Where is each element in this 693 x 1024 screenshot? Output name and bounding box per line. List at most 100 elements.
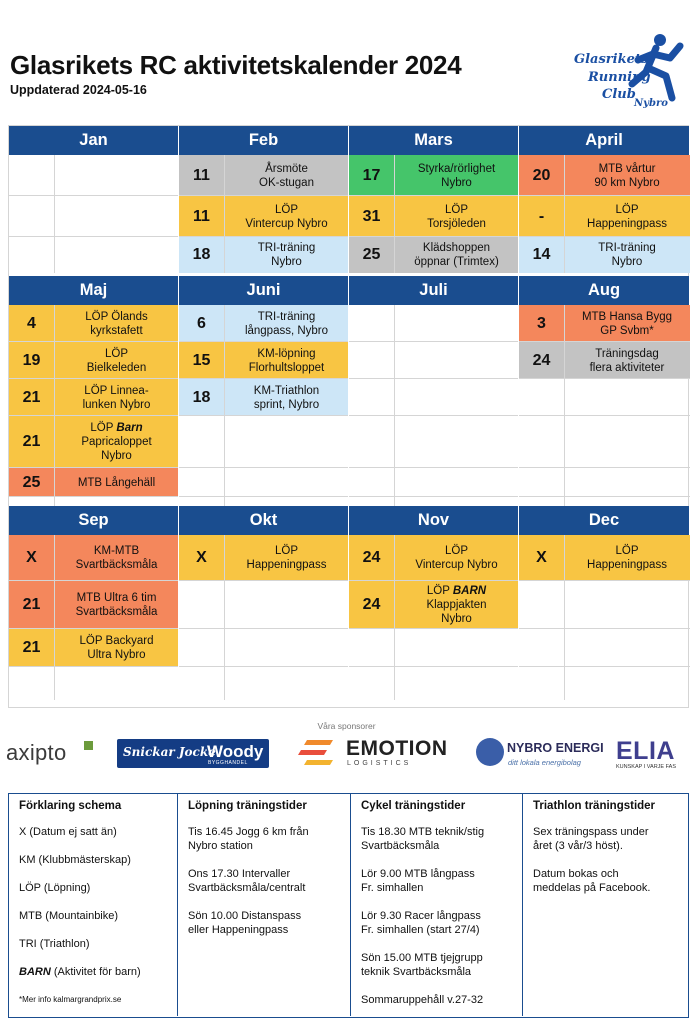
event-text-pre: LÖP	[426, 585, 453, 597]
month-header: April	[519, 126, 689, 155]
legend-item: Lör 9.00 MTB långpass Fr. simhallen	[361, 868, 475, 894]
legend-item: Tis 18.30 MTB teknik/stig Svartbäcksmåla	[361, 826, 485, 852]
grid-line	[9, 496, 690, 497]
event-day: 14	[519, 237, 564, 273]
grid-line	[564, 155, 565, 273]
grid-line	[224, 535, 225, 700]
sponsors-header: Våra sponsorer	[317, 721, 376, 731]
event-description: LÖP BARN Klappjakten Nybro	[394, 581, 519, 629]
event-description: LÖP Torsjöleden	[394, 196, 519, 237]
legend-explanation-title: Förklaring schema	[19, 800, 122, 812]
event-day: 18	[179, 237, 224, 273]
event-day: 19	[9, 342, 54, 379]
event-text-barn: BARN	[452, 585, 487, 597]
grid-line	[518, 506, 519, 700]
month-header: Sep	[9, 506, 178, 535]
legend-item: Sön 10.00 Distanspass eller Happeningpas…	[188, 910, 302, 936]
grid-line	[54, 535, 55, 700]
grid-line	[54, 155, 55, 273]
month-header: Feb	[179, 126, 348, 155]
month-header: Mars	[349, 126, 518, 155]
event-day: 24	[349, 581, 394, 629]
emotion-subtext: LOGISTICS	[347, 760, 412, 767]
nybro-energi-mark-icon	[476, 738, 504, 766]
event-description: LÖP Happeningpass	[224, 535, 349, 581]
event-description: LÖP Happeningpass	[564, 535, 690, 581]
legend-item: Ons 17.30 Intervaller Svartbäcksmåla/cen…	[188, 868, 306, 894]
grid-line	[9, 628, 690, 629]
event-day: 21	[9, 581, 54, 629]
event-description: Årsmöte OK-stugan	[224, 155, 349, 196]
month-header: Juni	[179, 276, 348, 305]
event-description: Träningsdag flera aktiviteter	[564, 342, 690, 379]
legend-footnote: *Mer info kalmargrandprix.se	[19, 995, 122, 1004]
event-day: 11	[179, 155, 224, 196]
event-description: TRI-träning Nybro	[564, 237, 690, 273]
event-day: 6	[179, 305, 224, 342]
event-description: LÖP Bielkeleden	[54, 342, 179, 379]
month-header: Nov	[349, 506, 518, 535]
grid-line	[564, 535, 565, 700]
month-header: Dec	[519, 506, 689, 535]
legend-triathlon-column: Triathlon träningstider Sex träningspass…	[522, 794, 688, 1016]
grid-line	[9, 195, 690, 196]
sponsor-axipto-logo: axipto	[6, 740, 67, 765]
legend-item-barn: BARN (Aktivitet för barn)	[19, 965, 177, 979]
event-day: 24	[519, 342, 564, 379]
event-day: 4	[9, 305, 54, 342]
event-day: 21	[9, 379, 54, 416]
event-day: 25	[9, 468, 54, 497]
legend-item: KM (Klubbmästerskap)	[19, 854, 131, 866]
month-header: Juli	[349, 276, 518, 305]
event-day: 25	[349, 237, 394, 273]
event-description: LÖP Linnea- lunken Nybro	[54, 379, 179, 416]
runner-icon	[628, 34, 684, 102]
event-day: X	[9, 535, 54, 581]
event-description: TRI-träning långpass, Nybro	[224, 305, 349, 342]
grid-line	[9, 415, 690, 416]
grid-line	[9, 378, 690, 379]
event-description: KM-Triathlon sprint, Nybro	[224, 379, 349, 416]
event-description: MTB Ultra 6 tim Svartbäcksmåla	[54, 581, 179, 629]
legend-running-column: Löpning träningstider Tis 16.45 Jogg 6 k…	[177, 794, 350, 1016]
legend-explanation-column: Förklaring schema X (Datum ej satt än) K…	[9, 794, 177, 1016]
month-header: Okt	[179, 506, 348, 535]
legend-triathlon-title: Triathlon träningstider	[533, 800, 656, 812]
legend-barn-em: BARN	[19, 966, 51, 978]
legend-item: Tis 16.45 Jogg 6 km från Nybro station	[188, 826, 309, 852]
grid-line	[224, 305, 225, 513]
updated-date: Uppdaterad 2024-05-16	[10, 83, 147, 97]
logo-text-3: Club	[602, 87, 636, 102]
woody-subtext: BYGGHANDEL	[208, 760, 248, 766]
month-header: Maj	[9, 276, 178, 305]
event-day: 21	[9, 416, 54, 468]
event-description: MTB Hansa Bygg GP Svbm*	[564, 305, 690, 342]
grid-line	[348, 276, 349, 513]
grid-line	[394, 535, 395, 700]
grid-line	[394, 155, 395, 273]
sponsor-elia-logo: ELIA	[616, 737, 675, 765]
legend-item: TRI (Triathlon)	[19, 938, 90, 950]
event-day: 21	[9, 629, 54, 667]
club-logo: Glasrikets Running Club Nybro	[566, 30, 691, 110]
month-header: Jan	[9, 126, 178, 155]
grid-line	[348, 126, 349, 273]
legend-box: Förklaring schema X (Datum ej satt än) K…	[8, 793, 689, 1018]
legend-item: X (Datum ej satt än)	[19, 826, 117, 838]
event-day: 31	[349, 196, 394, 237]
event-day: X	[519, 535, 564, 581]
emotion-mark-icon	[298, 740, 333, 765]
event-description: MTB vårtur 90 km Nybro	[564, 155, 690, 196]
legend-item: Datum bokas och meddelas på Facebook.	[533, 868, 651, 894]
event-description: LÖP Ölands kyrkstafett	[54, 305, 179, 342]
event-description: LÖP Happeningpass	[564, 196, 690, 237]
event-day: 24	[349, 535, 394, 581]
sponsor-emotion-logo: EMOTION	[346, 737, 448, 760]
grid-line	[224, 155, 225, 273]
grid-line	[9, 236, 690, 237]
logo-text-4: Nybro	[634, 98, 668, 109]
legend-cycling-title: Cykel träningstider	[361, 800, 466, 812]
legend-item: Sön 15.00 MTB tjejgrupp teknik Svartbäck…	[361, 952, 483, 978]
grid-line	[9, 341, 690, 342]
legend-item: Lör 9.30 Racer långpass Fr. simhallen (s…	[361, 910, 481, 936]
